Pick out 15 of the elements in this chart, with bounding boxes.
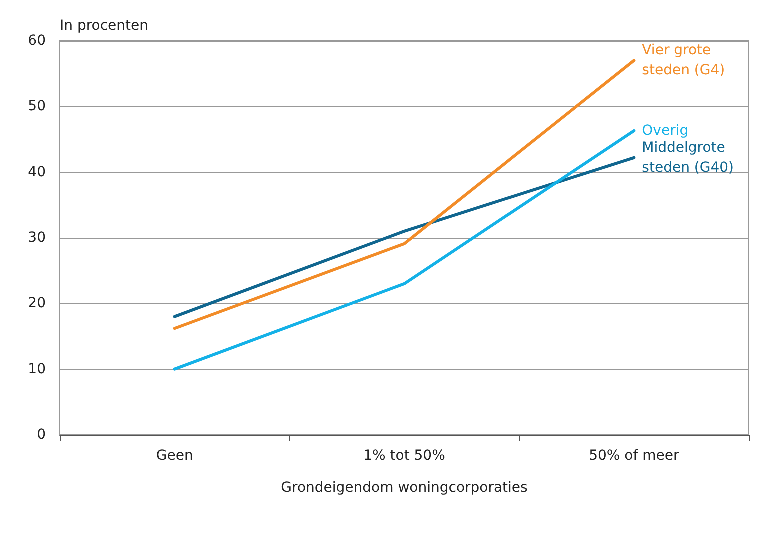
y-tick-label: 60: [28, 33, 46, 49]
x-tick-label: Geen: [156, 448, 194, 464]
y-tick-label: 20: [28, 296, 46, 312]
series-label: Overig: [642, 122, 689, 139]
y-axis-title: In procenten: [60, 18, 149, 34]
series-label: Middelgrote steden (G40): [642, 140, 734, 176]
y-tick-label: 30: [28, 230, 46, 246]
series-label: Vier grote steden (G4): [642, 42, 726, 79]
x-tick-label: 50% of meer: [589, 448, 680, 464]
y-tick-label: 0: [37, 427, 46, 443]
x-tick-label: 1% tot 50%: [364, 448, 446, 464]
y-tick-label: 50: [28, 98, 46, 115]
y-tick-label: 10: [28, 361, 46, 378]
y-tick-label: 40: [28, 164, 46, 180]
x-axis-title: Grondeigendom woningcorporaties: [281, 480, 528, 496]
